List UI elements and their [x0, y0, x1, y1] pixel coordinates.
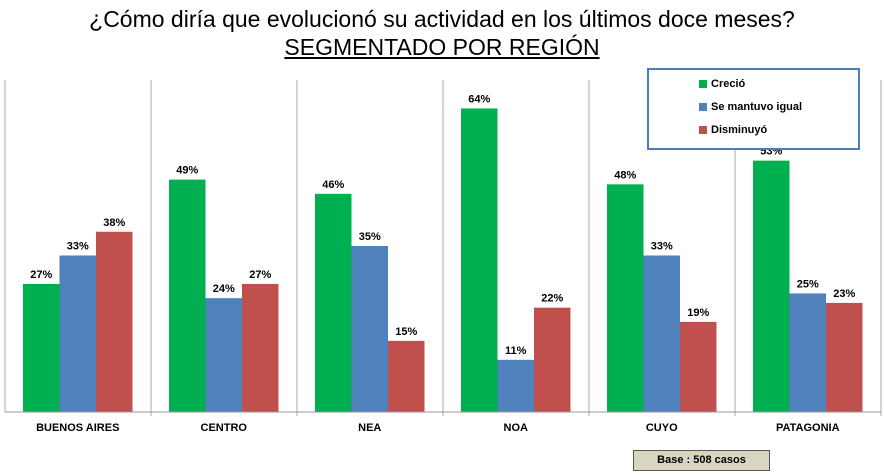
chart-subtitle: SEGMENTADO POR REGIÓN	[284, 34, 600, 60]
data-label: 22%	[541, 293, 563, 305]
category-label: PATAGONIA	[776, 422, 840, 434]
data-label: 33%	[67, 240, 89, 252]
legend-item-se-mantuvo: Se mantuvo igual	[699, 101, 802, 113]
data-label: 11%	[505, 345, 527, 357]
bar	[826, 302, 863, 412]
data-label: 15%	[395, 326, 417, 338]
bar	[534, 307, 571, 412]
bar	[96, 231, 133, 412]
bar	[351, 246, 388, 412]
legend-swatch	[699, 103, 707, 111]
bar	[169, 179, 206, 412]
category-label: NOA	[504, 422, 529, 434]
category-label: NEA	[358, 422, 381, 434]
base-note: Base : 508 casos	[633, 450, 770, 471]
data-label: 33%	[651, 240, 673, 252]
category-label: CENTRO	[201, 422, 248, 434]
bar	[388, 340, 425, 412]
data-label: 38%	[103, 217, 125, 229]
bar	[461, 108, 498, 412]
legend-label: Disminuyó	[711, 124, 768, 136]
data-label: 46%	[322, 179, 344, 191]
data-label: 24%	[213, 283, 235, 295]
legend-swatch	[699, 126, 707, 134]
bar	[23, 283, 60, 412]
data-label: 64%	[468, 93, 490, 105]
bar	[315, 193, 352, 412]
legend-item-crecio: Creció	[699, 78, 745, 90]
chart-title: ¿Cómo diría que evolucionó su actividad …	[89, 6, 795, 32]
legend-item-disminuyo: Disminuyó	[699, 124, 767, 136]
bar	[789, 293, 826, 412]
bar	[59, 255, 96, 412]
legend-label: Creció	[711, 78, 746, 90]
bar	[680, 321, 717, 412]
bar	[643, 255, 680, 412]
data-label: 49%	[176, 165, 198, 177]
bar	[607, 184, 644, 412]
legend-label: Se mantuvo igual	[711, 101, 803, 113]
category-label: CUYO	[646, 422, 678, 434]
legend-swatch	[699, 80, 707, 88]
data-label: 48%	[614, 169, 636, 181]
data-label: 27%	[249, 269, 271, 281]
legend: Creció Se mantuvo igual Disminuyó	[647, 68, 860, 150]
bar	[497, 359, 534, 412]
data-label: 19%	[687, 307, 709, 319]
bar	[242, 283, 279, 412]
bar	[753, 160, 790, 412]
data-label: 23%	[833, 288, 855, 300]
category-label: BUENOS AIRES	[36, 422, 119, 434]
data-label: 25%	[797, 278, 819, 290]
data-label: 27%	[30, 269, 52, 281]
bar	[205, 298, 242, 412]
data-label: 35%	[359, 231, 381, 243]
